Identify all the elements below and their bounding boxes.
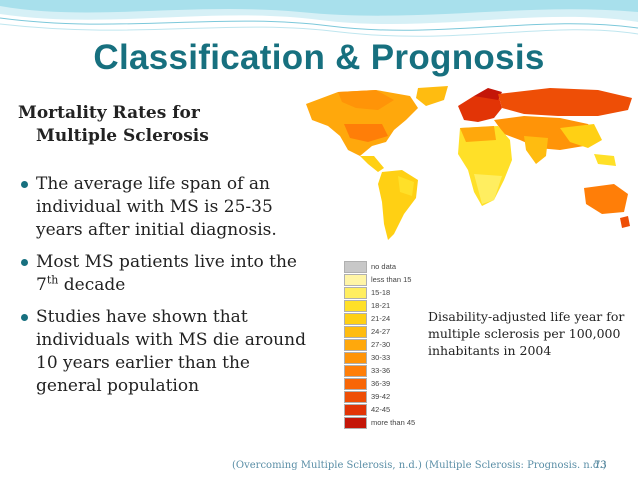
bullet-item: The average life span of an individual w… [18, 173, 318, 242]
legend-swatch [344, 326, 367, 338]
legend-item: 15-18 [344, 286, 422, 299]
slide-title: Classification & Prognosis [93, 38, 545, 77]
bullet-list: The average life span of an individual w… [18, 173, 318, 407]
legend-swatch [344, 391, 367, 403]
legend-label: 42-45 [371, 405, 391, 414]
legend-label: 24-27 [371, 327, 391, 336]
legend-item: 33-36 [344, 364, 422, 377]
map-caption: Disability-adjusted life year for multip… [428, 309, 625, 358]
legend-item: 27-30 [344, 338, 422, 351]
legend-label: 36-39 [371, 379, 391, 388]
legend-item: no data [344, 260, 422, 273]
map-legend: no data less than 15 15-18 18-21 21-24 2… [344, 260, 422, 429]
legend-swatch [344, 274, 367, 286]
legend-label: 39-42 [371, 392, 391, 401]
legend-swatch [344, 378, 367, 390]
bullet-dot-icon [21, 314, 28, 321]
legend-item: less than 15 [344, 273, 422, 286]
bullet-item: Studies have shown that individuals with… [18, 306, 318, 398]
subheading: Mortality Rates for Multiple Sclerosis [18, 102, 298, 148]
legend-item: 39-42 [344, 390, 422, 403]
legend-swatch [344, 300, 367, 312]
legend-swatch [344, 352, 367, 364]
legend-swatch [344, 287, 367, 299]
legend-item: 30-33 [344, 351, 422, 364]
bullet-item: Most MS patients live into the 7th decad… [18, 251, 318, 297]
legend-item: 24-27 [344, 325, 422, 338]
legend-swatch [344, 261, 367, 273]
header-wave-decoration [0, 0, 638, 37]
citation: (Overcoming Multiple Sclerosis, n.d.) (M… [232, 460, 607, 471]
legend-label: less than 15 [371, 275, 412, 284]
subheading-line-1: Mortality Rates for [18, 103, 200, 123]
world-map-image [306, 86, 632, 240]
legend-swatch [344, 404, 367, 416]
bullet-dot-icon [21, 259, 28, 266]
bullet-text: Most MS patients live into the 7 [36, 252, 297, 295]
legend-label: 18-21 [371, 301, 391, 310]
legend-item: 21-24 [344, 312, 422, 325]
legend-label: 30-33 [371, 353, 391, 362]
legend-label: 21-24 [371, 314, 391, 323]
legend-item: 18-21 [344, 299, 422, 312]
legend-swatch [344, 365, 367, 377]
legend-label: more than 45 [371, 418, 416, 427]
page-number: 73 [594, 460, 607, 471]
bullet-superscript: th [46, 273, 59, 287]
legend-swatch [344, 417, 367, 429]
legend-label: 27-30 [371, 340, 391, 349]
legend-label: 15-18 [371, 288, 391, 297]
bullet-text: Studies have shown that individuals with… [36, 307, 306, 396]
legend-item: 36-39 [344, 377, 422, 390]
legend-swatch [344, 313, 367, 325]
legend-swatch [344, 339, 367, 351]
legend-label: no data [371, 262, 397, 271]
bullet-text: The average life span of an individual w… [36, 174, 277, 240]
bullet-text-end: decade [58, 275, 126, 295]
legend-item: more than 45 [344, 416, 422, 429]
subheading-line-2: Multiple Sclerosis [36, 126, 209, 146]
legend-label: 33-36 [371, 366, 391, 375]
legend-item: 42-45 [344, 403, 422, 416]
bullet-dot-icon [21, 181, 28, 188]
